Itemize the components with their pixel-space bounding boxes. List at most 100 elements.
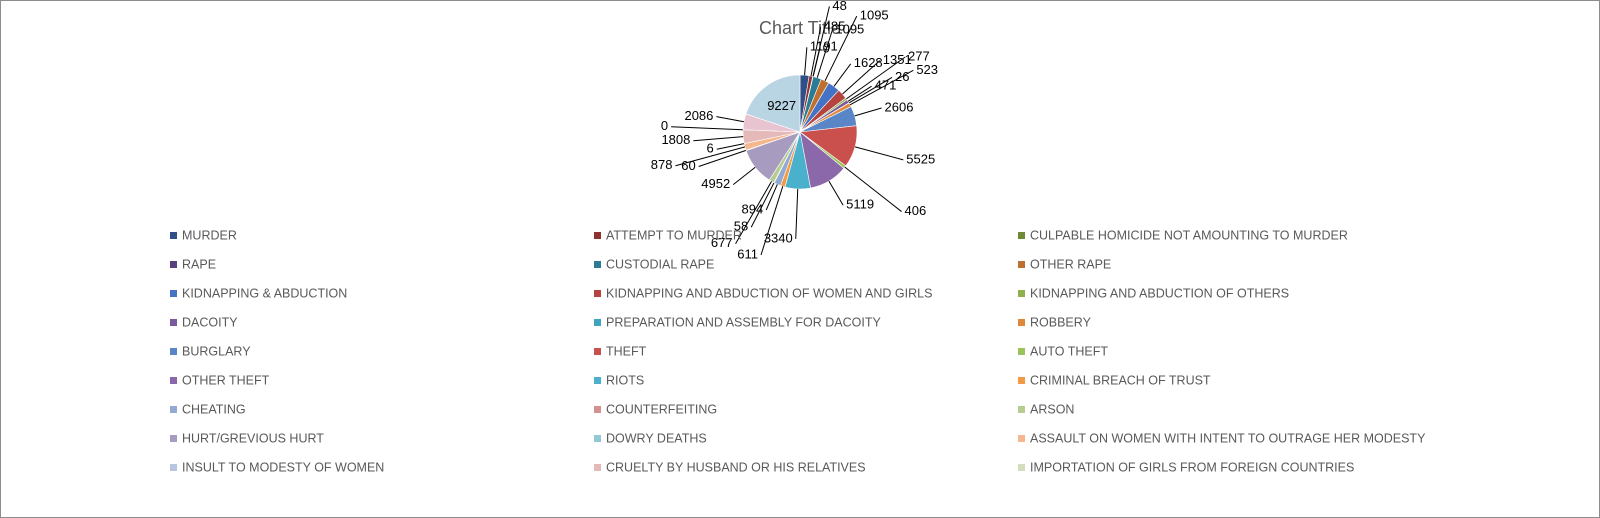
legend-swatch — [170, 464, 177, 471]
leader-line — [716, 116, 745, 123]
leader-line — [810, 26, 822, 77]
legend-swatch — [594, 348, 601, 355]
leader-line — [732, 166, 756, 185]
legend-label: OTHER RAPE — [1030, 257, 1111, 271]
legend-swatch — [594, 232, 601, 239]
leader-line — [833, 63, 852, 87]
leader-line — [716, 143, 745, 150]
legend-swatch — [1018, 290, 1025, 297]
leader-line — [849, 69, 914, 106]
legend-swatch — [594, 261, 601, 268]
data-label: 58 — [734, 219, 748, 234]
legend-label: CRIMINAL BREACH OF TRUST — [1030, 373, 1211, 387]
data-label: 878 — [651, 157, 673, 172]
legend-label: BURGLARY — [182, 344, 251, 358]
legend-swatch — [170, 406, 177, 413]
legend-swatch — [1018, 464, 1025, 471]
legend-swatch — [594, 377, 601, 384]
legend-label: KIDNAPPING AND ABDUCTION OF OTHERS — [1030, 286, 1289, 300]
legend-label: CUSTODIAL RAPE — [606, 257, 714, 271]
legend-label: OTHER THEFT — [182, 373, 270, 387]
legend-swatch — [1018, 377, 1025, 384]
chart-title: Chart Title — [759, 18, 841, 38]
legend-label: ASSAULT ON WOMEN WITH INTENT TO OUTRAGE … — [1030, 431, 1426, 445]
data-label: 60 — [681, 158, 695, 173]
leader-line — [671, 126, 744, 131]
legend-label: AUTO THEFT — [1030, 344, 1108, 358]
leader-line — [816, 29, 833, 78]
legend-label: CHEATING — [182, 402, 246, 416]
data-label: 0 — [661, 118, 668, 133]
leader-line — [765, 184, 778, 211]
legend-swatch — [170, 290, 177, 297]
data-label: 1628 — [854, 55, 883, 70]
data-label: 5525 — [906, 151, 935, 166]
legend-swatch — [170, 232, 177, 239]
data-label: 1095 — [860, 8, 889, 23]
legend-label: ATTEMPT TO MURDER — [606, 228, 742, 242]
legend-swatch — [170, 319, 177, 326]
legend-swatch — [1018, 406, 1025, 413]
leader-line — [842, 60, 881, 95]
data-label: 48 — [832, 0, 846, 13]
legend-label: COUNTERFEITING — [606, 402, 717, 416]
pie-slice — [745, 74, 801, 133]
legend-swatch — [1018, 348, 1025, 355]
legend-label: RAPE — [182, 257, 216, 271]
legend-label: DOWRY DEATHS — [606, 431, 707, 445]
legend-label: ROBBERY — [1030, 315, 1092, 329]
legend-swatch — [170, 348, 177, 355]
leader-line — [750, 182, 775, 228]
leader-line — [828, 180, 844, 206]
data-label: 9227 — [767, 98, 796, 113]
data-label: 277 — [908, 49, 930, 64]
leader-line — [735, 181, 772, 245]
leader-line — [760, 186, 784, 256]
leader-line — [854, 146, 904, 161]
leader-line — [675, 146, 746, 167]
legend-label: INSULT TO MODESTY OF WOMEN — [182, 460, 384, 474]
data-label: 1191 — [810, 39, 838, 54]
data-label: 5119 — [846, 197, 874, 212]
leader-line — [848, 76, 893, 104]
legend-label: HURT/GREVIOUS HURT — [182, 431, 324, 445]
legend-label: DACOITY — [182, 315, 238, 329]
legend-label: MURDER — [182, 228, 237, 242]
leader-line — [844, 166, 902, 212]
legend-swatch — [170, 435, 177, 442]
legend-swatch — [594, 319, 601, 326]
legend-label: RIOTS — [606, 373, 644, 387]
data-label: 2606 — [885, 99, 914, 114]
data-label: 523 — [916, 62, 938, 77]
data-label: 1095 — [835, 21, 864, 36]
leader-line — [854, 107, 882, 117]
data-label: 406 — [905, 203, 927, 218]
legend-label: THEFT — [606, 344, 647, 358]
legend-swatch — [594, 406, 601, 413]
legend-label: PREPARATION AND ASSEMBLY FOR DACOITY — [606, 315, 881, 329]
data-label: 6 — [707, 141, 714, 156]
data-label: 1351 — [883, 52, 912, 67]
leader-line — [824, 15, 858, 82]
legend-swatch — [170, 261, 177, 268]
data-label: 2086 — [684, 108, 713, 123]
legend-swatch — [170, 377, 177, 384]
legend-swatch — [1018, 435, 1025, 442]
legend-swatch — [594, 290, 601, 297]
legend-label: KIDNAPPING & ABDUCTION — [182, 286, 347, 300]
legend-label: CRUELTY BY HUSBAND OR HIS RELATIVES — [606, 460, 866, 474]
data-label: 611 — [737, 246, 758, 261]
legend-label: IMPORTATION OF GIRLS FROM FOREIGN COUNTR… — [1030, 460, 1354, 474]
legend-swatch — [594, 435, 601, 442]
leader-line — [698, 149, 747, 167]
legend-swatch — [594, 464, 601, 471]
legend-swatch — [1018, 232, 1025, 239]
data-label: 677 — [711, 235, 733, 250]
data-label: 1808 — [661, 132, 690, 147]
legend-swatch — [1018, 261, 1025, 268]
leader-line — [812, 49, 821, 77]
legend-label: ARSON — [1030, 402, 1074, 416]
legend-swatch — [1018, 319, 1025, 326]
leader-line — [847, 85, 872, 102]
